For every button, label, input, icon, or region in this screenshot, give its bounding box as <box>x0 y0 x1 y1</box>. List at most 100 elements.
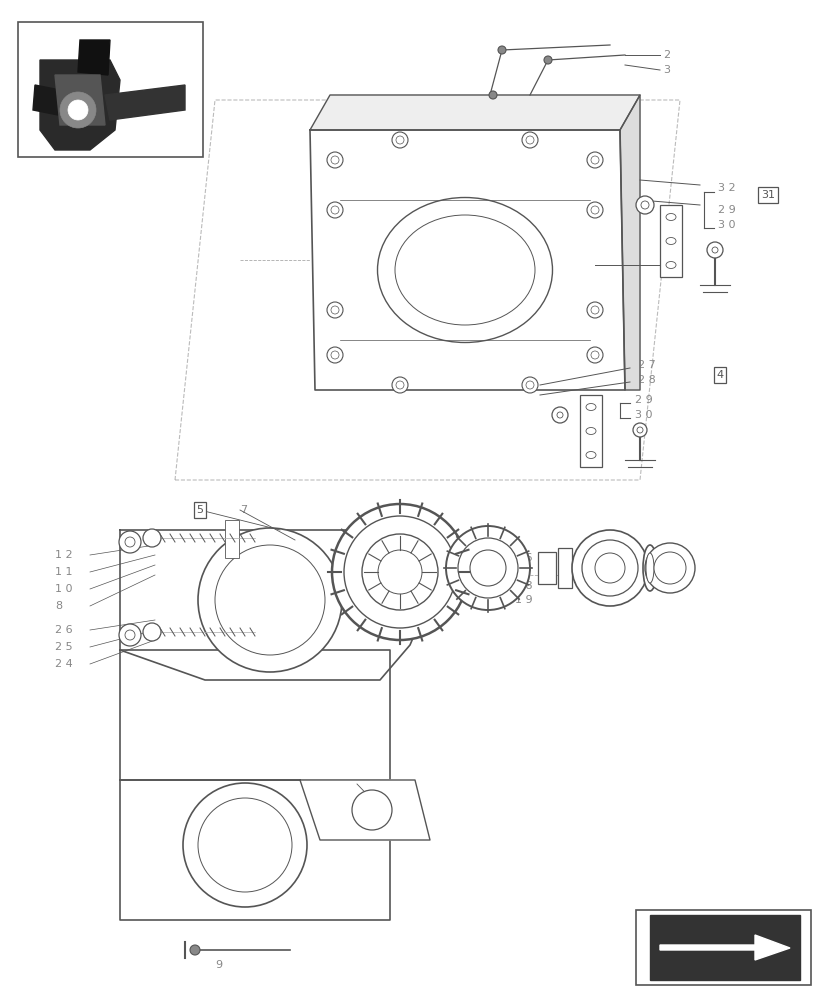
Text: 1 4: 1 4 <box>360 791 377 801</box>
Circle shape <box>183 783 307 907</box>
Circle shape <box>636 427 643 433</box>
Circle shape <box>590 306 598 314</box>
Text: 1 9: 1 9 <box>514 595 532 605</box>
Text: 2 8: 2 8 <box>638 375 655 385</box>
Text: 2 9: 2 9 <box>634 395 652 405</box>
Ellipse shape <box>377 198 552 342</box>
Text: 1 6: 1 6 <box>514 553 532 563</box>
Ellipse shape <box>586 428 595 434</box>
Polygon shape <box>120 650 390 780</box>
Circle shape <box>198 798 292 892</box>
Bar <box>659 205 681 277</box>
Circle shape <box>143 529 160 547</box>
Text: 6: 6 <box>225 525 232 535</box>
Circle shape <box>586 152 602 168</box>
Ellipse shape <box>643 545 656 591</box>
Circle shape <box>391 132 408 148</box>
Text: 1 1: 1 1 <box>55 567 73 577</box>
Circle shape <box>395 136 404 144</box>
Bar <box>225 520 239 558</box>
Ellipse shape <box>665 214 675 221</box>
Polygon shape <box>619 95 639 390</box>
Polygon shape <box>659 920 789 975</box>
Circle shape <box>60 92 96 128</box>
Circle shape <box>590 156 598 164</box>
Circle shape <box>571 530 648 606</box>
Text: 1 3: 1 3 <box>360 807 377 817</box>
Polygon shape <box>105 85 184 120</box>
Polygon shape <box>78 40 110 75</box>
Text: 31: 31 <box>760 190 774 200</box>
Circle shape <box>331 206 338 214</box>
Circle shape <box>552 407 567 423</box>
Bar <box>18 22 203 157</box>
Circle shape <box>586 302 602 318</box>
Circle shape <box>125 630 135 640</box>
Ellipse shape <box>645 553 653 583</box>
Circle shape <box>543 56 552 64</box>
Circle shape <box>198 528 342 672</box>
Polygon shape <box>120 780 390 920</box>
Text: 2 4: 2 4 <box>55 659 73 669</box>
Text: 1 2: 1 2 <box>55 550 73 560</box>
Polygon shape <box>659 935 789 960</box>
Polygon shape <box>649 915 799 980</box>
Text: 2 2: 2 2 <box>609 561 627 571</box>
Circle shape <box>470 550 505 586</box>
Circle shape <box>327 347 342 363</box>
Circle shape <box>711 247 717 253</box>
Text: 2: 2 <box>662 50 669 60</box>
Text: 7: 7 <box>240 505 246 515</box>
Circle shape <box>644 543 694 593</box>
Circle shape <box>581 540 638 596</box>
Circle shape <box>361 534 437 610</box>
Circle shape <box>119 531 141 553</box>
Circle shape <box>331 306 338 314</box>
Text: 8: 8 <box>55 601 62 611</box>
Circle shape <box>327 202 342 218</box>
Circle shape <box>395 381 404 389</box>
Circle shape <box>653 552 686 584</box>
Circle shape <box>497 46 505 54</box>
Text: 2 3: 2 3 <box>609 547 627 557</box>
Polygon shape <box>35 40 95 145</box>
Circle shape <box>595 553 624 583</box>
Circle shape <box>557 412 562 418</box>
Circle shape <box>586 347 602 363</box>
Polygon shape <box>120 530 434 680</box>
Text: 4: 4 <box>715 370 723 380</box>
Text: 1 5: 1 5 <box>360 775 377 785</box>
Ellipse shape <box>586 452 595 458</box>
Bar <box>579 395 601 467</box>
Polygon shape <box>309 95 639 130</box>
Circle shape <box>215 545 325 655</box>
Circle shape <box>68 100 88 120</box>
Text: 2 9: 2 9 <box>717 205 735 215</box>
Circle shape <box>635 196 653 214</box>
Circle shape <box>378 550 422 594</box>
Circle shape <box>525 136 533 144</box>
Circle shape <box>521 377 538 393</box>
Circle shape <box>351 790 391 830</box>
Circle shape <box>489 91 496 99</box>
Text: 5: 5 <box>196 505 203 515</box>
Text: 1 0: 1 0 <box>55 584 73 594</box>
Text: 2 1: 2 1 <box>609 575 627 585</box>
Circle shape <box>640 201 648 209</box>
Circle shape <box>391 377 408 393</box>
Text: 2 5: 2 5 <box>55 642 73 652</box>
Polygon shape <box>309 130 624 390</box>
Bar <box>557 548 571 588</box>
Bar <box>573 554 593 582</box>
Text: 3 0: 3 0 <box>634 410 652 420</box>
Bar <box>635 910 810 985</box>
Circle shape <box>327 302 342 318</box>
Circle shape <box>446 526 529 610</box>
Text: 2 7: 2 7 <box>638 360 655 370</box>
Circle shape <box>331 351 338 359</box>
Circle shape <box>189 945 200 955</box>
Text: 9: 9 <box>215 960 222 970</box>
Polygon shape <box>299 780 429 840</box>
Circle shape <box>706 242 722 258</box>
Text: 1 7: 1 7 <box>514 567 532 577</box>
